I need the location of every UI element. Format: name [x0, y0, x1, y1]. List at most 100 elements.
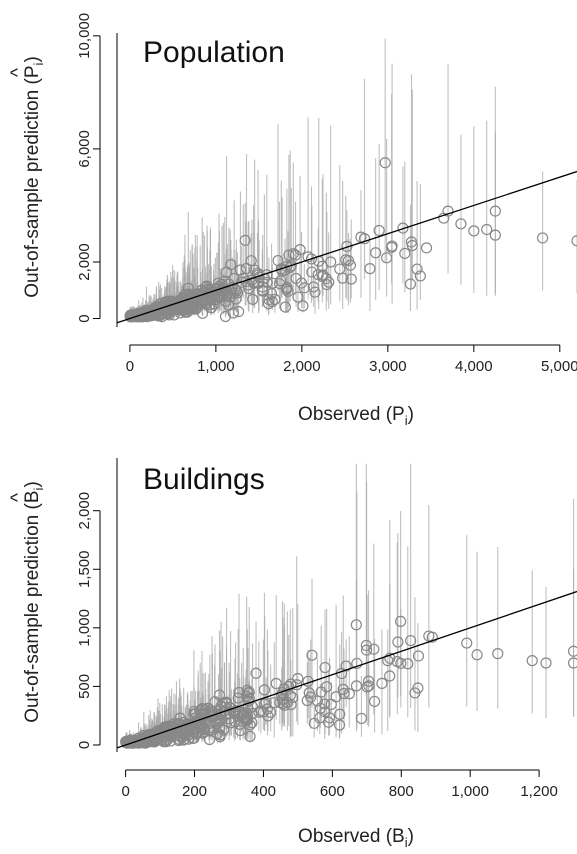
data-point — [412, 650, 425, 662]
data-point — [411, 263, 423, 275]
data-point — [284, 689, 296, 702]
data-point — [124, 734, 137, 746]
y-tick-label: 10,000 — [76, 13, 93, 59]
data-point — [272, 254, 284, 267]
data-point — [243, 686, 255, 698]
data-point — [351, 657, 363, 670]
data-point — [239, 234, 251, 247]
x-tick-label: 1,200 — [520, 783, 558, 800]
data-point — [274, 696, 286, 709]
data-point — [126, 736, 138, 748]
data-point — [270, 677, 282, 690]
data-point — [217, 697, 229, 709]
data-point — [341, 240, 353, 252]
data-point — [240, 262, 253, 275]
data-point — [468, 225, 480, 237]
data-point — [181, 718, 193, 730]
x-tick-label: 400 — [251, 783, 276, 800]
data-point — [333, 719, 346, 731]
data-point — [334, 708, 346, 720]
data-point — [133, 735, 145, 747]
data-point — [567, 645, 577, 657]
data-point — [229, 715, 241, 727]
data-point — [287, 692, 299, 704]
data-point — [199, 726, 211, 738]
data-point — [321, 681, 333, 693]
y-tick-label: 6,000 — [76, 130, 93, 168]
data-point — [246, 717, 258, 729]
data-point — [250, 667, 262, 679]
data-point — [263, 293, 275, 306]
data-point — [405, 634, 417, 647]
data-point — [154, 303, 166, 316]
data-point — [337, 272, 349, 284]
data-point — [227, 307, 239, 319]
y-tick-label: 500 — [76, 674, 93, 699]
data-point — [262, 298, 275, 310]
data-point — [241, 684, 253, 696]
data-point — [471, 649, 483, 661]
data-point — [368, 695, 381, 708]
data-point — [175, 726, 187, 738]
data-point — [355, 712, 368, 725]
data-point — [279, 301, 292, 313]
data-point — [211, 284, 223, 296]
population-y-axis-hat: ^ — [8, 68, 29, 77]
data-point — [481, 223, 493, 236]
data-point — [240, 711, 252, 723]
data-point — [384, 652, 396, 664]
data-point — [361, 681, 373, 693]
data-point — [414, 270, 426, 282]
x-tick-label: 3,000 — [369, 358, 407, 375]
data-point — [162, 300, 174, 313]
data-point — [420, 242, 433, 254]
data-point — [282, 285, 294, 297]
x-tick-label: 1,000 — [451, 783, 489, 800]
data-point — [206, 710, 218, 722]
data-point — [308, 717, 320, 729]
data-point — [280, 283, 293, 296]
data-point — [330, 691, 342, 703]
data-point — [154, 727, 167, 739]
y-tick-label: 1,000 — [76, 609, 93, 647]
population-intervals — [129, 38, 577, 319]
data-point — [370, 247, 382, 259]
buildings-y-axis-title: Out-of-sample prediction (Bi) — [22, 481, 46, 723]
data-point — [214, 708, 226, 720]
x-tick-label: 800 — [389, 783, 414, 800]
x-tick-label: 2,000 — [283, 358, 321, 375]
data-point — [455, 218, 467, 230]
data-point — [305, 253, 318, 265]
data-point — [218, 724, 230, 736]
data-point — [306, 266, 318, 278]
buildings-x-axis: 0 200 400 600 800 1,000 1,200 — [121, 769, 558, 800]
data-point — [319, 661, 331, 674]
data-point — [232, 692, 244, 704]
data-point — [188, 300, 201, 312]
data-point — [395, 657, 407, 669]
data-point — [209, 696, 221, 708]
data-point — [362, 675, 375, 687]
data-point — [253, 706, 265, 718]
data-point — [489, 205, 501, 217]
buildings-title: Buildings — [143, 463, 265, 496]
data-point — [205, 293, 217, 305]
data-point — [316, 260, 328, 272]
data-point — [363, 680, 375, 692]
data-point — [322, 716, 335, 728]
data-point — [438, 212, 450, 224]
data-point — [298, 282, 310, 294]
data-point — [571, 235, 577, 247]
x-tick-label: 1,000 — [197, 358, 235, 375]
data-point — [290, 272, 302, 285]
data-point — [306, 649, 318, 661]
data-point — [232, 306, 245, 318]
buildings-y-axis-hat: ^ — [8, 493, 29, 502]
data-point — [220, 696, 233, 708]
data-point — [183, 724, 195, 736]
data-point — [379, 157, 391, 169]
data-point — [395, 615, 407, 628]
population-title: Population — [143, 36, 285, 69]
data-point — [338, 687, 350, 700]
